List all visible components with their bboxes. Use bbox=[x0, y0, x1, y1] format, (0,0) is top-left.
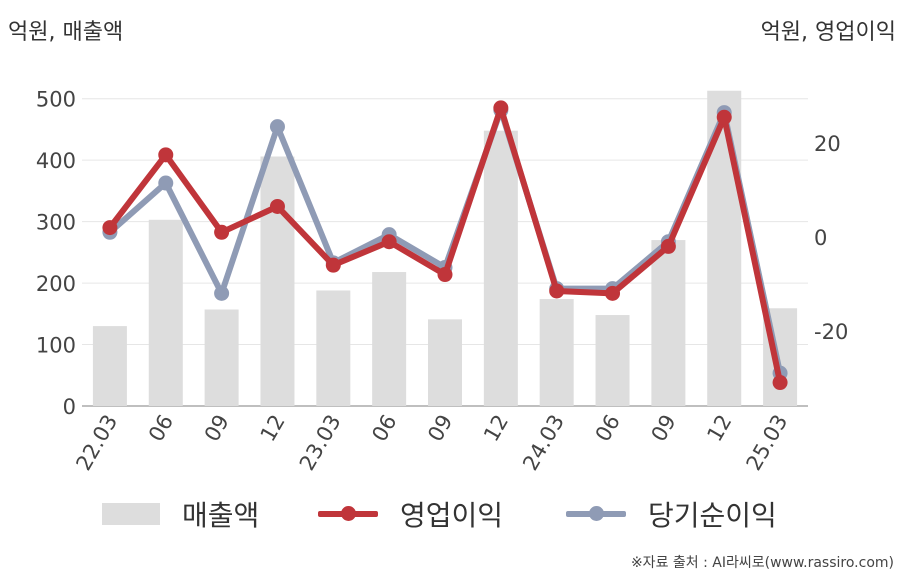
revenue-bar[interactable] bbox=[539, 299, 574, 406]
legend-item-net-income[interactable]: 당기순이익 bbox=[566, 492, 777, 536]
series-point[interactable] bbox=[660, 238, 676, 254]
revenue-bar[interactable] bbox=[260, 156, 295, 406]
x-tick-label: 25.03 bbox=[742, 411, 793, 475]
left-tick-label: 500 bbox=[36, 88, 76, 112]
legend-revenue-swatch bbox=[102, 503, 160, 525]
series-point[interactable] bbox=[269, 119, 285, 135]
revenue-bar[interactable] bbox=[428, 319, 462, 406]
x-tick-label: 09 bbox=[647, 411, 681, 446]
legend: 매출액 영업이익 당기순이익 bbox=[0, 492, 908, 536]
series-point[interactable] bbox=[214, 224, 230, 240]
left-tick-label: 200 bbox=[36, 272, 76, 296]
x-tick-label: 06 bbox=[367, 411, 401, 446]
legend-operating-income-swatch bbox=[318, 503, 378, 525]
x-tick-label: 22.03 bbox=[71, 411, 122, 475]
series-point[interactable] bbox=[437, 267, 453, 283]
legend-net-income-label: 당기순이익 bbox=[648, 499, 777, 532]
revenue-bar[interactable] bbox=[595, 315, 630, 406]
x-tick-label: 09 bbox=[423, 411, 457, 446]
right-axis-ticks: -20 0 20 bbox=[814, 132, 848, 344]
revenue-bar[interactable] bbox=[204, 309, 239, 406]
right-tick-label: -20 bbox=[814, 320, 848, 344]
series-point[interactable] bbox=[716, 109, 732, 125]
revenue-bar[interactable] bbox=[316, 290, 351, 406]
source-note: ※자료 출처 : AI라씨로(www.rassiro.com) bbox=[630, 555, 894, 571]
x-tick-label: 12 bbox=[702, 411, 736, 446]
x-tick-label: 09 bbox=[200, 411, 234, 446]
x-tick-label: 06 bbox=[591, 411, 625, 446]
legend-item-operating-income[interactable]: 영업이익 bbox=[318, 492, 503, 536]
x-tick-label: 06 bbox=[144, 411, 178, 446]
x-tick-label: 12 bbox=[256, 411, 290, 446]
series-point[interactable] bbox=[381, 234, 397, 250]
series-point[interactable] bbox=[549, 283, 565, 299]
legend-revenue-label: 매출액 bbox=[182, 499, 260, 532]
revenue-bar[interactable] bbox=[483, 130, 518, 406]
left-tick-label: 0 bbox=[63, 395, 76, 419]
legend-operating-income-label: 영업이익 bbox=[400, 499, 504, 532]
income-lines bbox=[102, 100, 788, 391]
series-point[interactable] bbox=[214, 285, 230, 301]
x-tick-label: 23.03 bbox=[295, 411, 346, 475]
right-tick-label: 0 bbox=[814, 226, 827, 250]
series-point[interactable] bbox=[269, 198, 285, 214]
series-point[interactable] bbox=[772, 375, 788, 391]
left-tick-label: 100 bbox=[36, 334, 76, 358]
x-tick-label: 24.03 bbox=[518, 411, 569, 475]
revenue-bar[interactable] bbox=[148, 219, 183, 406]
series-point[interactable] bbox=[158, 147, 174, 163]
revenue-bar[interactable] bbox=[372, 272, 407, 406]
series-point[interactable] bbox=[605, 285, 621, 301]
series-point[interactable] bbox=[102, 220, 118, 236]
revenue-bar[interactable] bbox=[651, 240, 686, 406]
right-tick-label: 20 bbox=[814, 132, 841, 156]
series-point[interactable] bbox=[325, 257, 341, 273]
series-point[interactable] bbox=[493, 100, 509, 116]
x-axis-labels: 22.03 06 09 12 23.03 06 09 12 24.03 06 09 12 25.03 bbox=[71, 411, 792, 475]
revenue-bars bbox=[92, 90, 798, 406]
x-tick-label: 12 bbox=[479, 411, 513, 446]
legend-net-income-swatch bbox=[566, 503, 626, 525]
left-axis-unit: 억원, 매출액 bbox=[8, 20, 124, 45]
revenue-bar[interactable] bbox=[92, 326, 127, 406]
right-axis-unit: 억원, 영업이익 bbox=[760, 20, 896, 45]
series-point[interactable] bbox=[158, 175, 174, 191]
left-tick-label: 400 bbox=[36, 149, 76, 173]
legend-item-revenue[interactable]: 매출액 bbox=[102, 492, 259, 536]
left-axis-ticks: 0 100 200 300 400 500 bbox=[36, 88, 76, 419]
left-tick-label: 300 bbox=[36, 211, 76, 235]
